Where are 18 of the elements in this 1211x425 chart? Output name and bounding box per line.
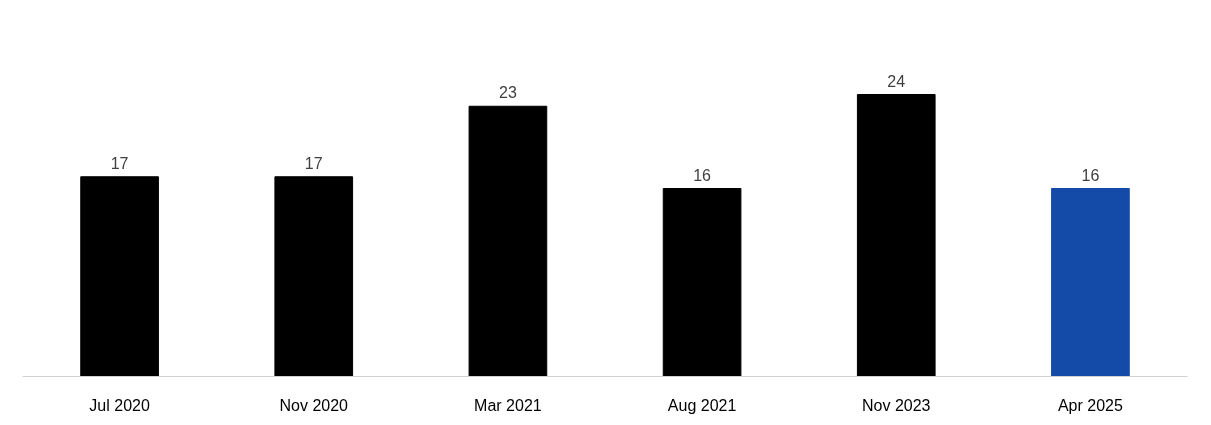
x-tick-label: Apr 2025	[1057, 396, 1123, 414]
bar	[274, 176, 354, 377]
data-label: 16	[693, 166, 712, 184]
data-label: 24	[887, 72, 906, 90]
x-tick-label: Jul 2020	[89, 396, 150, 414]
data-label: 23	[499, 84, 517, 102]
bar	[1051, 188, 1130, 377]
x-tick-label: Aug 2021	[667, 396, 737, 414]
x-tick-label: Mar 2021	[474, 396, 542, 414]
data-label: 16	[1081, 166, 1100, 184]
x-tick-label: Nov 2023	[862, 396, 931, 414]
bar	[468, 105, 548, 377]
data-label: 17	[110, 154, 129, 172]
data-label: 17	[304, 154, 323, 172]
bar	[856, 94, 936, 377]
bar	[662, 188, 742, 377]
x-tick-label: Nov 2020	[279, 396, 349, 414]
bar	[80, 176, 159, 377]
